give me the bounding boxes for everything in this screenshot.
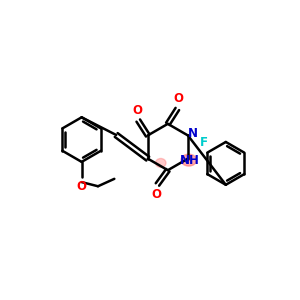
- Text: O: O: [173, 92, 183, 105]
- Text: O: O: [133, 104, 143, 117]
- Ellipse shape: [156, 158, 166, 167]
- Text: F: F: [200, 136, 208, 149]
- Text: N: N: [188, 128, 198, 140]
- Ellipse shape: [181, 154, 196, 166]
- Text: O: O: [76, 180, 87, 193]
- Text: NH: NH: [179, 154, 199, 166]
- Text: O: O: [151, 188, 161, 201]
